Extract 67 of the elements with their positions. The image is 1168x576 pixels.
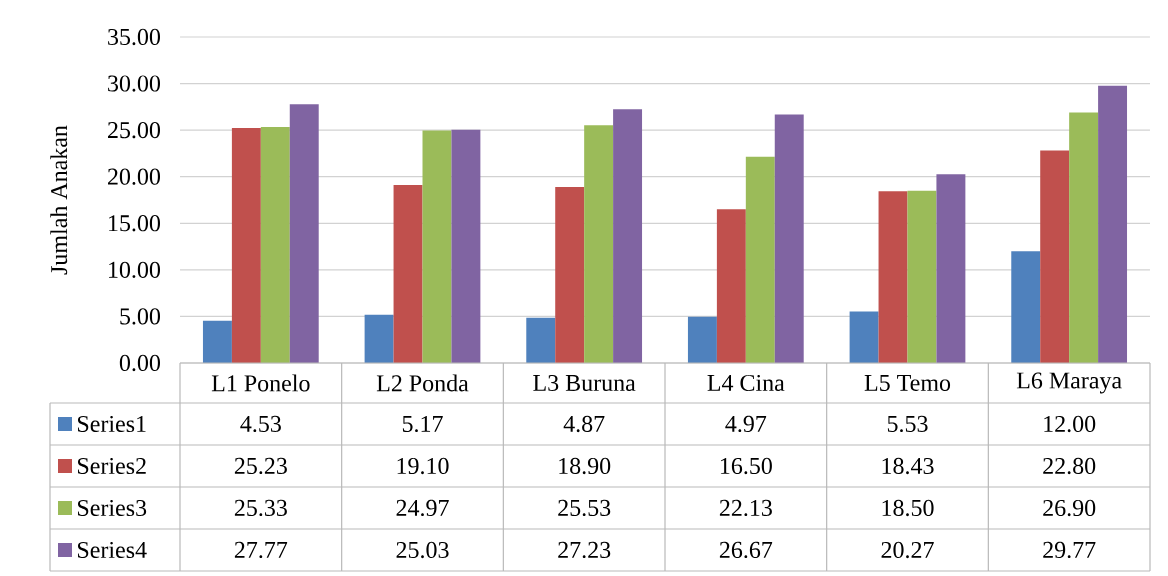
y-tick-label: 25.00 (108, 121, 161, 139)
legend-label: Series4 (78, 541, 147, 559)
y-axis-title: Jumlah Anakan (50, 125, 68, 275)
x-tick-label: L3 Buruna (533, 374, 636, 392)
data-label: 26.67 (719, 541, 773, 559)
y-tick-label: 20.00 (108, 168, 161, 185)
data-label: 27.23 (558, 541, 611, 559)
bar (1040, 150, 1070, 363)
data-label: 18.43 (882, 457, 934, 475)
bar (849, 311, 879, 363)
data-label: 5.17 (402, 415, 443, 433)
bar (1098, 85, 1128, 363)
data-label: 20.27 (881, 541, 934, 559)
x-tick-label: L2 Ponda (376, 374, 469, 392)
bar (878, 191, 908, 363)
y-tick-label: 10.00 (109, 261, 161, 278)
data-label: 26.90 (1043, 499, 1096, 517)
data-label: 12.00 (1044, 415, 1096, 433)
data-label: 25.03 (396, 541, 449, 559)
legend-label: Series1 (78, 415, 146, 433)
data-label: 19.10 (397, 457, 449, 475)
data-label: 18.50 (882, 499, 934, 517)
data-label: 4.87 (563, 415, 605, 433)
bar (364, 314, 394, 363)
data-label: 25.23 (234, 457, 287, 475)
bar (936, 174, 966, 363)
data-label: 29.77 (1043, 541, 1096, 559)
x-tick-label: L4 Cina (707, 374, 785, 392)
bar (584, 125, 614, 363)
y-tick-label: 0.00 (119, 354, 161, 372)
x-tick-label: L1 Ponelo (211, 374, 310, 392)
x-tick-label: L5 Temo (864, 375, 951, 391)
data-label: 16.50 (720, 457, 772, 475)
bar (1069, 112, 1099, 363)
data-label: 4.53 (240, 415, 281, 433)
data-label: 22.80 (1043, 457, 1096, 475)
legend-label: Series3 (78, 499, 147, 517)
bar (907, 190, 937, 363)
y-tick-label: 5.00 (120, 308, 161, 325)
bar (613, 109, 643, 363)
bar (202, 320, 232, 363)
bar (774, 114, 804, 363)
bar (1011, 251, 1041, 363)
data-label: 4.97 (725, 415, 767, 433)
bar (289, 104, 319, 363)
bar (745, 156, 775, 363)
data-label: 18.90 (559, 457, 611, 475)
bar (716, 209, 746, 363)
bar (451, 129, 481, 363)
data-label: 22.13 (719, 499, 772, 517)
bar (422, 130, 452, 363)
bar (260, 127, 290, 363)
data-label: 25.53 (558, 499, 611, 517)
x-tick-label: L6 Maraya (1016, 372, 1122, 394)
bar (231, 127, 261, 363)
bar (555, 186, 585, 363)
data-label: 27.77 (234, 541, 288, 559)
y-tick-label: 15.00 (109, 215, 161, 232)
y-tick-label: 30.00 (108, 75, 161, 92)
y-tick-label: 35.00 (108, 28, 161, 46)
bar (526, 317, 556, 363)
legend-label: Series2 (78, 457, 146, 475)
data-label: 5.53 (887, 415, 928, 433)
bar (687, 316, 717, 363)
data-label: 25.33 (234, 499, 287, 517)
bar (393, 185, 423, 363)
data-label: 24.97 (396, 499, 449, 517)
